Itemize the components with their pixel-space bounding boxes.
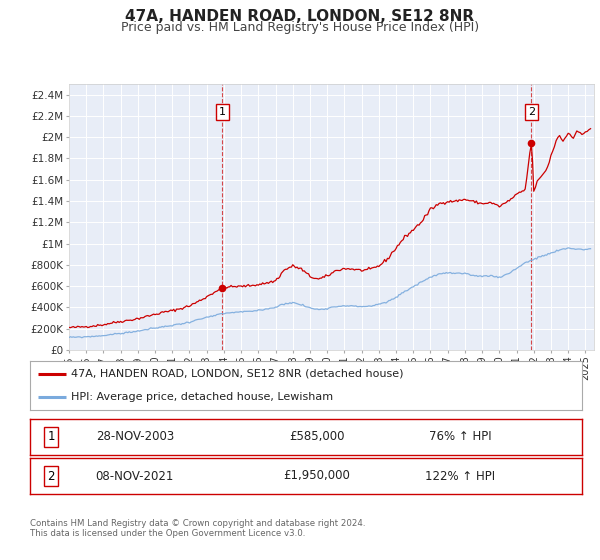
Text: Contains HM Land Registry data © Crown copyright and database right 2024.: Contains HM Land Registry data © Crown c…: [30, 519, 365, 528]
Text: Price paid vs. HM Land Registry's House Price Index (HPI): Price paid vs. HM Land Registry's House …: [121, 21, 479, 34]
Text: 47A, HANDEN ROAD, LONDON, SE12 8NR: 47A, HANDEN ROAD, LONDON, SE12 8NR: [125, 9, 475, 24]
Text: 2: 2: [528, 107, 535, 117]
Text: 28-NOV-2003: 28-NOV-2003: [96, 430, 174, 444]
Text: HPI: Average price, detached house, Lewisham: HPI: Average price, detached house, Lewi…: [71, 391, 334, 402]
Text: This data is licensed under the Open Government Licence v3.0.: This data is licensed under the Open Gov…: [30, 529, 305, 538]
Text: 08-NOV-2021: 08-NOV-2021: [95, 469, 174, 483]
Text: 1: 1: [219, 107, 226, 117]
Text: 122% ↑ HPI: 122% ↑ HPI: [425, 469, 496, 483]
Text: £585,000: £585,000: [289, 430, 345, 444]
Text: 76% ↑ HPI: 76% ↑ HPI: [429, 430, 492, 444]
Text: 2: 2: [47, 469, 55, 483]
Text: £1,950,000: £1,950,000: [284, 469, 350, 483]
Text: 47A, HANDEN ROAD, LONDON, SE12 8NR (detached house): 47A, HANDEN ROAD, LONDON, SE12 8NR (deta…: [71, 369, 404, 379]
Text: 1: 1: [47, 430, 55, 444]
